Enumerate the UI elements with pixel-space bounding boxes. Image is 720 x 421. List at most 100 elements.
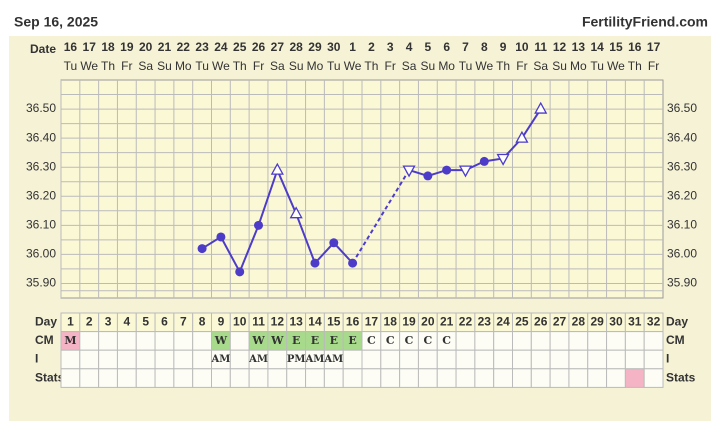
cycle-day: 9: [218, 314, 225, 328]
temp-point: [442, 165, 452, 175]
weekday-label: Fr: [385, 59, 396, 73]
row-label: Stats: [35, 370, 65, 384]
cm-cell: [512, 331, 532, 351]
x-label: Date: [30, 42, 56, 56]
date-label: 25: [233, 40, 247, 54]
stats-cell: [549, 368, 570, 388]
date-label: 18: [101, 40, 115, 54]
weekday-label: Tu: [590, 59, 604, 73]
date-label: 24: [214, 40, 228, 54]
temp-point: [216, 232, 226, 242]
temp-point-open: [458, 165, 473, 178]
stats-cell: [248, 368, 269, 388]
row-label: I: [35, 352, 38, 366]
cycle-day: 22: [459, 314, 473, 328]
cycle-day: 18: [384, 314, 398, 328]
cm-cell: [192, 331, 212, 351]
stats-cell: [624, 368, 645, 388]
cycle-day: 12: [271, 314, 285, 328]
weekday-label: Th: [496, 59, 510, 73]
weekday-label: Fr: [648, 59, 659, 73]
y-tick-label-right: 36.00: [667, 247, 697, 261]
cycle-day: 6: [161, 314, 168, 328]
date-label: 17: [83, 40, 97, 54]
y-tick-label: 36.30: [26, 159, 56, 173]
cycle-day: 16: [346, 314, 360, 328]
stats-cell: [455, 368, 476, 388]
cm-cell: [568, 331, 589, 351]
intercourse-value: AM: [305, 354, 325, 365]
date-label: 28: [289, 40, 303, 54]
cm-value: C: [423, 334, 432, 347]
y-tick-label: 36.50: [26, 101, 56, 115]
stats-cell: [60, 368, 81, 388]
i-cell: [135, 349, 156, 370]
y-tick-label-right: 36.40: [667, 130, 697, 144]
i-cell: [399, 349, 419, 370]
cycle-day: 21: [440, 314, 454, 328]
i-cell: [530, 349, 551, 370]
weekday-label: Sa: [270, 59, 285, 73]
weekday-label: Tu: [459, 59, 473, 73]
y-tick-label: 36.10: [26, 218, 56, 232]
cycle-day: 19: [402, 314, 416, 328]
date-label: 29: [308, 40, 322, 54]
i-cell: [512, 349, 532, 370]
cm-cell: [173, 331, 194, 351]
cm-value: E: [348, 334, 356, 347]
chart-title: Sep 16, 2025: [14, 14, 98, 30]
i-cell: [342, 349, 363, 370]
temp-point: [197, 244, 207, 254]
cm-cell: [79, 331, 100, 351]
weekday-label: Mo: [570, 59, 587, 73]
date-label: 17: [647, 40, 661, 54]
stats-cell: [587, 368, 608, 388]
stats-cell: [98, 368, 118, 388]
stats-cell: [417, 368, 438, 388]
row-label-right: Stats: [666, 370, 696, 384]
stats-cell: [399, 368, 419, 388]
weekday-label: Th: [364, 59, 378, 73]
temp-point: [235, 267, 245, 277]
cm-value: C: [367, 334, 376, 347]
cycle-day: 23: [478, 314, 492, 328]
y-tick-label-right: 36.30: [667, 159, 697, 173]
cm-value: W: [251, 334, 265, 347]
temp-point: [348, 258, 358, 268]
cycle-day: 32: [647, 314, 661, 328]
site-name[interactable]: FertilityFriend.com: [582, 14, 708, 30]
weekday-label: Sa: [402, 59, 417, 73]
date-label: 11: [534, 40, 547, 54]
intercourse-value: AM: [210, 354, 230, 365]
weekday-label: We: [475, 59, 493, 73]
i-cell: [436, 349, 457, 370]
i-cell: [173, 349, 194, 370]
intercourse-value: AM: [248, 354, 268, 365]
date-label: 21: [158, 40, 172, 54]
row-label-right: CM: [666, 333, 685, 347]
stats-cell: [568, 368, 589, 388]
weekday-label: Su: [421, 59, 436, 73]
cm-cell: [587, 331, 608, 351]
weekday-label: Th: [233, 59, 247, 73]
y-tick-label-right: 35.90: [667, 276, 697, 290]
stats-cell: [229, 368, 250, 388]
weekday-label: Tu: [64, 59, 78, 73]
temp-point: [479, 156, 489, 166]
row-label-right: I: [666, 352, 669, 366]
temp-point: [423, 171, 433, 181]
stats-cell: [323, 368, 344, 388]
intercourse-value: PM: [287, 354, 306, 365]
weekday-label: We: [607, 59, 625, 73]
date-label: 23: [195, 40, 209, 54]
weekday-label: We: [80, 59, 98, 73]
temp-point: [329, 238, 339, 248]
cycle-day: 25: [515, 314, 529, 328]
cycle-day: 13: [289, 314, 303, 328]
i-cell: [455, 349, 476, 370]
weekday-label: Mo: [175, 59, 192, 73]
row-label: CM: [35, 333, 54, 347]
cycle-day: 26: [534, 314, 548, 328]
stats-cell: [116, 368, 137, 388]
